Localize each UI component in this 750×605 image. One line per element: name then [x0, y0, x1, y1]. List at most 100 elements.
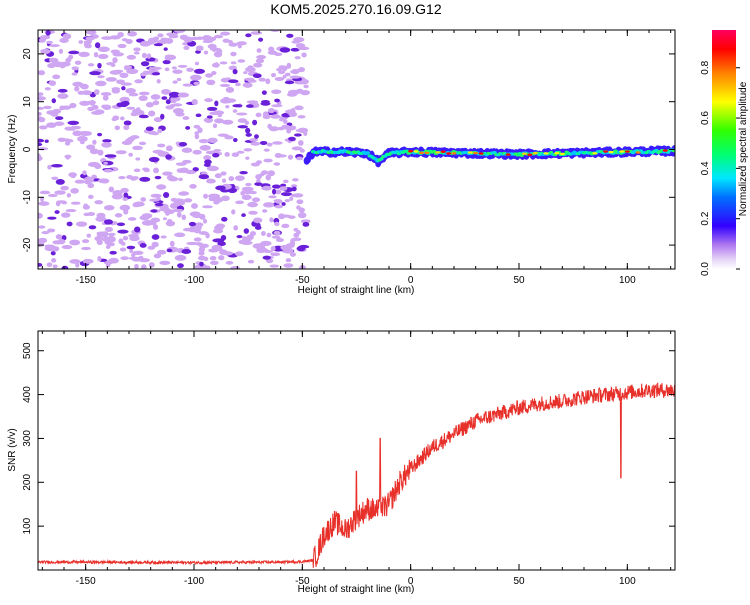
- noise-blob: [172, 80, 178, 84]
- noise-blob: [280, 183, 287, 188]
- noise-blob: [153, 117, 163, 123]
- noise-blob: [153, 167, 160, 174]
- noise-blob: [237, 118, 248, 123]
- noise-blob: [126, 54, 137, 60]
- noise-blob: [214, 118, 224, 124]
- noise-blob: [86, 30, 97, 35]
- noise-blob: [190, 203, 198, 209]
- noise-blob: [48, 80, 57, 86]
- noise-blob: [97, 46, 110, 53]
- trace-peak: [619, 150, 625, 153]
- trace-peak: [435, 151, 441, 154]
- noise-blob: [276, 67, 282, 72]
- noise-blob: [148, 66, 153, 73]
- noise-blob: [123, 192, 129, 198]
- noise-blob: [79, 100, 91, 106]
- noise-blob: [87, 161, 100, 168]
- noise-blob: [232, 104, 243, 108]
- noise-blob: [112, 189, 123, 196]
- noise-blob: [44, 244, 55, 248]
- noise-blob: [82, 170, 87, 176]
- noise-blob: [227, 187, 238, 194]
- noise-blob: [206, 178, 216, 184]
- noise-blob: [116, 222, 126, 227]
- noise-blob: [66, 221, 73, 227]
- noise-blob: [47, 216, 57, 220]
- noise-blob: [286, 62, 292, 69]
- noise-blob: [147, 37, 158, 44]
- trace-peak: [446, 152, 452, 155]
- noise-blob: [150, 94, 161, 100]
- noise-blob: [252, 119, 258, 126]
- noise-blob: [133, 47, 141, 52]
- noise-blob: [181, 248, 192, 254]
- trace-peak: [413, 150, 419, 153]
- noise-blob: [102, 95, 109, 101]
- noise-blob: [263, 158, 273, 163]
- colorbar-tick-label: 0.8: [700, 60, 711, 74]
- noise-blob: [161, 96, 168, 100]
- noise-blob: [122, 197, 128, 201]
- noise-blob: [75, 221, 88, 227]
- noise-blob: [121, 140, 133, 146]
- spectrogram-xtick-label: -150: [76, 275, 96, 286]
- noise-blob: [269, 171, 275, 176]
- noise-blob: [242, 82, 253, 88]
- noise-blob: [213, 34, 224, 39]
- noise-blob: [121, 100, 130, 106]
- noise-blob: [215, 185, 226, 191]
- noise-blob: [84, 179, 92, 185]
- noise-blob: [236, 235, 243, 239]
- noise-blob: [106, 242, 115, 247]
- noise-blob: [209, 256, 217, 261]
- noise-blob: [107, 232, 116, 236]
- noise-blob: [259, 140, 268, 145]
- noise-blob: [253, 217, 263, 224]
- noise-blob: [220, 77, 230, 83]
- noise-blob: [114, 125, 120, 131]
- noise-blob: [279, 186, 288, 191]
- noise-blob: [145, 126, 154, 132]
- noise-blob: [128, 92, 139, 97]
- noise-blob: [152, 100, 160, 106]
- trace-peak: [603, 150, 609, 153]
- noise-blob: [38, 106, 45, 110]
- noise-blob: [110, 49, 120, 54]
- noise-blob: [220, 31, 231, 36]
- noise-blob: [211, 70, 217, 76]
- noise-blob: [38, 154, 42, 161]
- noise-blob: [166, 32, 178, 37]
- trace-peak: [624, 150, 630, 153]
- noise-blob: [275, 154, 287, 158]
- noise-blob: [263, 249, 273, 253]
- noise-blob: [234, 251, 244, 257]
- noise-blob: [94, 42, 101, 49]
- noise-blob: [69, 102, 77, 109]
- noise-blob: [262, 209, 268, 213]
- noise-blob: [289, 240, 296, 247]
- noise-blob: [254, 182, 263, 186]
- noise-blob: [165, 154, 172, 160]
- noise-blob: [244, 120, 250, 125]
- noise-blob: [241, 194, 252, 201]
- noise-blob: [206, 115, 213, 119]
- noise-blob: [97, 149, 104, 156]
- noise-blob: [38, 125, 48, 130]
- chart-title: KOM5.2025.270.16.09.G12: [270, 1, 441, 17]
- noise-blob: [115, 150, 127, 155]
- noise-blob: [82, 258, 94, 264]
- noise-blob: [79, 83, 87, 89]
- noise-blob: [118, 175, 126, 180]
- trace-peak: [473, 151, 479, 155]
- trace-peak: [662, 149, 668, 152]
- noise-blob: [81, 90, 93, 96]
- noise-blob: [160, 113, 165, 120]
- noise-blob: [126, 68, 139, 75]
- noise-blob: [145, 102, 154, 108]
- noise-blob: [125, 88, 136, 94]
- noise-blob: [212, 62, 220, 68]
- noise-blob: [87, 106, 95, 112]
- spectrogram-ytick-label: 20: [22, 48, 33, 60]
- noise-blob: [193, 213, 202, 219]
- noise-blob: [150, 193, 162, 198]
